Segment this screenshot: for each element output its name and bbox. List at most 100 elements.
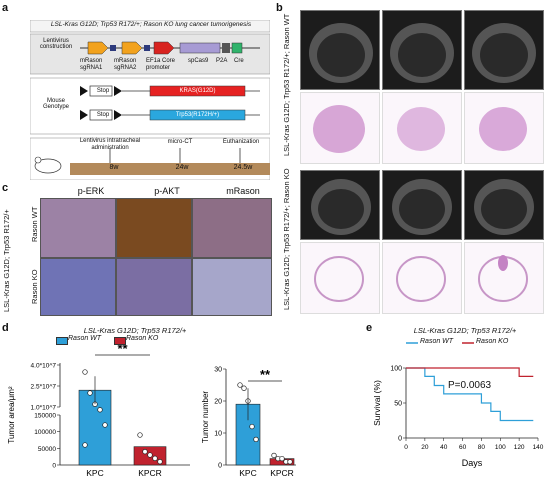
panel-c-side-label: LSL-Kras G12D; Trp53 R172/+ <box>2 209 11 312</box>
ihc-col-2: p-AKT <box>154 186 180 196</box>
ct-ko-3 <box>464 170 544 240</box>
y-tick-label: 30 <box>214 367 222 374</box>
ihc-row-2: Rason KO <box>30 269 39 304</box>
ct-wt-1 <box>300 10 380 90</box>
legend-ko-label: Rason KO <box>126 335 159 342</box>
ihc-row-1: Rason WT <box>30 206 39 242</box>
panel-b-letter: b <box>276 2 283 14</box>
construct-part-5: P2A <box>216 58 228 64</box>
data-point <box>87 390 93 396</box>
data-point <box>82 442 88 448</box>
construct-part-6: Cre <box>234 58 244 64</box>
ct-ko-1 <box>300 170 380 240</box>
y-tick-label: 50 <box>394 401 402 408</box>
x-tick-label: 80 <box>478 444 486 451</box>
panel-e-legend-wt: Rason WT <box>420 338 454 345</box>
timeline-time-1: 8w <box>109 164 119 171</box>
y-tick-label: 0 <box>52 463 56 470</box>
timeline-time-3: 24.5w <box>233 164 253 171</box>
y-tick-label: 10 <box>214 431 222 438</box>
legend-ko-swatch <box>114 337 126 345</box>
construct-part-2: mRason sgRNA2 <box>114 58 137 71</box>
timeline-time-2: 24w <box>175 164 189 171</box>
panel-a-title: LSL-Kras G12D; Trp53 R172/+; Rason KO lu… <box>50 21 252 28</box>
x-axis-label: Days <box>462 458 483 468</box>
ct-ko-2 <box>382 170 462 240</box>
data-point <box>147 452 153 458</box>
panel-a-letter: a <box>2 2 9 14</box>
data-point <box>97 407 103 413</box>
allele2-gene: Trp53(R172H/+) <box>175 112 220 118</box>
x-tick-label: 140 <box>533 444 544 451</box>
ihc-col-1: p-ERK <box>77 186 105 196</box>
data-point <box>137 432 143 438</box>
ihc-mrason-ko <box>192 258 272 316</box>
sig-stars: ** <box>260 367 271 382</box>
y-tick-label: 100 <box>390 366 402 373</box>
data-point <box>271 452 277 459</box>
lentivirus-label: Lentivirus construction <box>39 38 73 50</box>
data-point <box>102 422 108 428</box>
allele1-stop: Stop <box>96 88 110 94</box>
panel-d-letter: d <box>2 322 9 334</box>
timeline-event-3: Euthanization <box>222 139 260 145</box>
allele2-stop: Stop <box>96 112 110 118</box>
y-tick-label: 50000 <box>38 446 56 453</box>
data-point <box>157 459 163 465</box>
data-point <box>142 449 148 455</box>
x-tick-label: 0 <box>404 444 408 451</box>
panel-e-letter: e <box>366 322 373 334</box>
ihc-col-3: mRason <box>226 186 260 196</box>
panel-b-label-ko: LSL-Kras G12D; Trp53 R172/+; Rason KO <box>282 168 291 310</box>
y-tick-label: 0 <box>218 463 222 470</box>
x-tick-label: 60 <box>459 444 467 451</box>
ihc-pakt-wt <box>116 198 192 258</box>
construct-part-3: EF1a Core promoter <box>146 58 176 71</box>
ihc-perk-wt <box>40 198 116 258</box>
x-tick-label: 100 <box>495 444 506 451</box>
data-point <box>241 385 247 391</box>
data-point <box>152 455 158 461</box>
histology-wt-3 <box>464 92 544 164</box>
x-tick-label: KPCR <box>270 468 294 478</box>
timeline-event-2: micro-CT <box>167 139 193 145</box>
data-point <box>287 459 293 465</box>
histology-wt-1 <box>300 92 380 164</box>
panel-a-diagram <box>29 19 271 181</box>
survival-line-ko <box>406 367 534 377</box>
sig-stars: ** <box>117 345 128 356</box>
mouse-genotype-label: Mouse Genotype <box>42 98 70 110</box>
panel-d-genotype: LSL-Kras G12D; Trp53 R172/+ <box>83 326 187 335</box>
y-tick-label: 4.0*10^7 <box>31 363 57 370</box>
x-tick-label: KPC <box>86 468 103 478</box>
x-tick-label: 120 <box>514 444 525 451</box>
data-point <box>82 369 88 375</box>
y-tick-label: 0 <box>398 436 402 443</box>
legend-wt-label: Rason WT <box>68 335 102 342</box>
panel-e-legend-svg <box>406 342 474 344</box>
y-axis-label: Survival (%) <box>372 380 382 426</box>
timeline-event-1: Lentivirus intratracheal administration <box>79 138 141 151</box>
survival-line-wt <box>406 367 534 422</box>
panel-e-legend-ko: Rason KO <box>476 338 509 345</box>
x-tick-label: KPCR <box>138 468 162 478</box>
allele1-gene: KRAS(G12D) <box>179 88 216 94</box>
x-tick-label: KPC <box>239 468 256 478</box>
construct-part-1: mRason sgRNA1 <box>80 58 103 71</box>
legend-wt-swatch <box>56 337 68 345</box>
survival-pvalue: P=0.0063 <box>448 380 492 391</box>
survival-chart: 0 50 100 0 20 40 60 80 100 120 140 Days Survival (%) <box>372 366 544 469</box>
ct-wt-3 <box>464 10 544 90</box>
y-tick-label: 100000 <box>34 429 56 436</box>
panel-c-letter: c <box>2 182 9 194</box>
data-point <box>249 423 255 430</box>
ct-wt-2 <box>382 10 462 90</box>
panel-b-label-wt: LSL-Kras G12D; Trp53 R172/+; Rason WT <box>282 13 291 156</box>
x-tick-label: 20 <box>421 444 429 451</box>
ihc-mrason-wt <box>192 198 272 258</box>
y-tick-label: 2.5*10^7 <box>31 384 57 391</box>
ihc-perk-ko <box>40 258 116 316</box>
histology-ko-3 <box>464 242 544 314</box>
construct-part-4: spCas9 <box>188 58 209 64</box>
